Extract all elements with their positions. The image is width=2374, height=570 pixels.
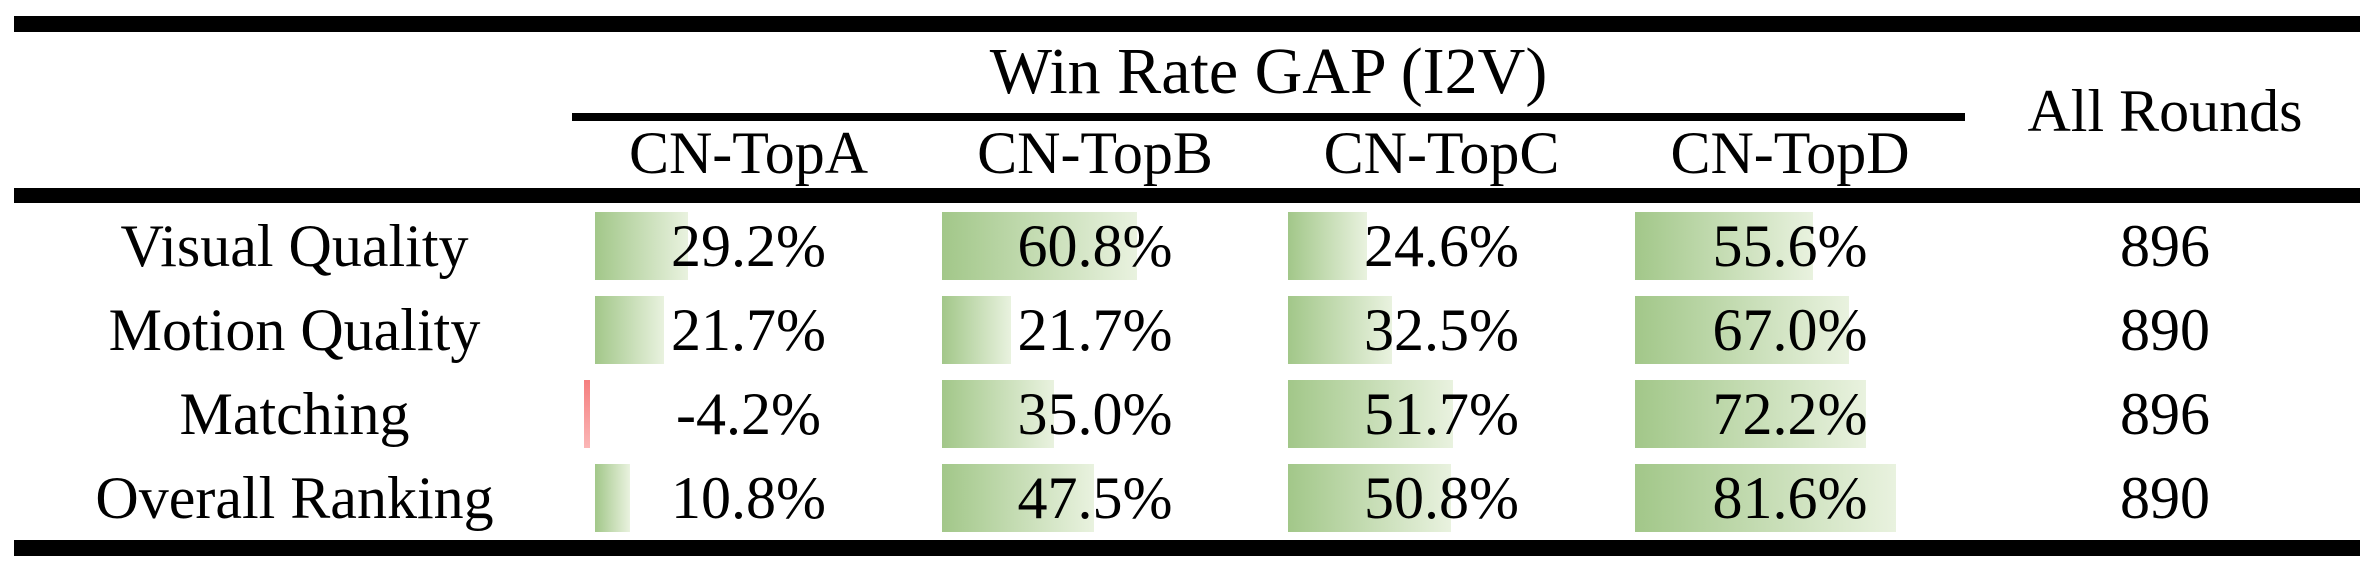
row-label: Motion Quality [108,296,481,363]
table-cell: 21.7% [575,288,922,372]
all-rounds-value: 896 [2120,380,2210,447]
cell-value: 51.7% [1364,380,1519,447]
table-cell: 24.6% [1268,204,1615,288]
table-cell: 67.0% [1615,288,1965,372]
data-bar [1635,464,1896,532]
data-bar [942,380,1054,448]
column-header-cn-topd: CN-TopD [1670,119,1910,186]
data-bar [942,212,1137,280]
data-bar [595,296,664,364]
row-label: Matching [179,380,410,447]
cell-value: 35.0% [1017,380,1173,447]
cell-value: 60.8% [1017,212,1173,279]
data-bar [595,464,630,532]
cell-value: 24.6% [1364,212,1519,279]
cell-value: 50.8% [1364,464,1519,531]
row-label: Visual Quality [120,212,469,279]
data-bar [1635,380,1866,448]
table-cell: 81.6% [1615,456,1965,540]
column-header-cn-topb: CN-TopB [977,119,1213,186]
table-cell: 10.8% [575,456,922,540]
data-bar [1288,296,1392,364]
data-bar [942,464,1094,532]
data-bar [1635,296,1849,364]
cell-value: 21.7% [1017,296,1173,363]
cell-value: 55.6% [1712,212,1868,279]
data-bar [1288,212,1367,280]
table-cell: 47.5% [922,456,1268,540]
all-rounds-value: 896 [2120,212,2210,279]
cell-value: -4.2% [676,380,821,447]
data-bar [1635,212,1813,280]
table-cell: 51.7% [1268,372,1615,456]
cell-value: 21.7% [671,296,826,363]
column-header-all-rounds: All Rounds [2027,77,2303,144]
data-bar [942,296,1011,364]
all-rounds-value: 890 [2120,464,2210,531]
table-bottom-rule [14,540,2360,556]
table-cell: -4.2% [575,372,922,456]
table-cell: 35.0% [922,372,1268,456]
cell-value: 47.5% [1017,464,1173,531]
group-header-underline-rule [572,113,1965,121]
cell-value: 10.8% [671,464,826,531]
cell-value: 67.0% [1712,296,1868,363]
cell-value: 32.5% [1364,296,1519,363]
cell-value: 72.2% [1712,380,1868,447]
table-cell: 60.8% [922,204,1268,288]
cell-value: 81.6% [1712,464,1868,531]
column-header-cn-topa: CN-TopA [628,119,869,186]
data-bar-negative [584,380,590,448]
data-bar [1288,380,1453,448]
header-separator-rule [14,188,2360,203]
table-cell: 72.2% [1615,372,1965,456]
table-top-rule [14,16,2360,32]
cell-value: 29.2% [671,212,826,279]
table-cell: 55.6% [1615,204,1965,288]
table-cell: 50.8% [1268,456,1615,540]
table-cell: 32.5% [1268,288,1615,372]
table-cell: 21.7% [922,288,1268,372]
data-bar [1288,464,1451,532]
group-header-title: Win Rate GAP (I2V) [989,34,1548,108]
table-cell: 29.2% [575,204,922,288]
column-header-cn-topc: CN-TopC [1323,119,1560,186]
data-bar [595,212,688,280]
row-label: Overall Ranking [95,464,494,531]
all-rounds-value: 890 [2120,296,2210,363]
